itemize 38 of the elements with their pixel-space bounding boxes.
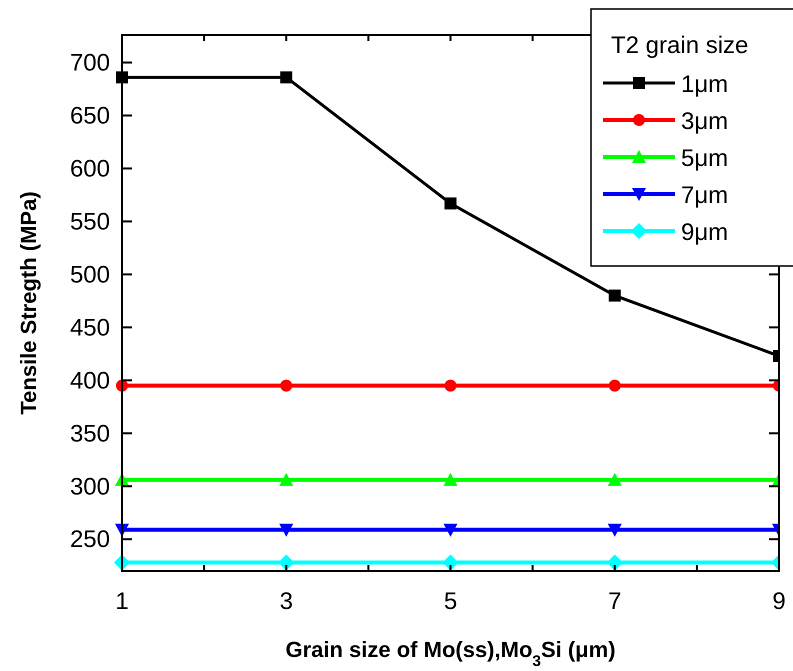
legend-label: 3μm — [681, 108, 728, 135]
y-tick-label: 600 — [70, 155, 110, 182]
y-tick-label: 550 — [70, 208, 110, 236]
x-tick-label: 7 — [608, 588, 622, 615]
point — [279, 524, 294, 537]
legend-label: 1μm — [681, 71, 728, 98]
point — [608, 380, 621, 392]
x-tick-label: 5 — [444, 588, 458, 615]
point — [608, 290, 621, 302]
y-tick-label: 500 — [70, 261, 110, 288]
point — [444, 380, 456, 392]
y-tick-label: 250 — [70, 526, 110, 554]
y-tick-label: 300 — [70, 473, 110, 500]
legend-label: 9μm — [681, 219, 728, 246]
point — [280, 380, 292, 392]
y-tick-label: 700 — [70, 50, 110, 77]
point — [442, 554, 458, 571]
y-tick-label: 650 — [70, 102, 110, 130]
point — [279, 472, 294, 486]
y-axis-title: Tensile Stregth (MPa) — [16, 191, 41, 415]
x-tick-label: 9 — [772, 588, 786, 615]
x-tick-label: 1 — [115, 588, 129, 615]
legend-label: 5μm — [681, 145, 728, 172]
point — [606, 554, 623, 571]
legend-title: T2 grain size — [611, 32, 748, 59]
legend-label: 7μm — [681, 182, 728, 209]
point — [608, 524, 622, 537]
point — [608, 472, 622, 486]
point — [444, 524, 458, 537]
y-tick-label: 350 — [70, 420, 110, 448]
point — [444, 197, 456, 210]
x-axis-title: Grain size of Mo(ss),Mo$_{3}$Si (μm) — [285, 637, 616, 670]
point — [278, 554, 294, 571]
point — [280, 71, 292, 84]
point — [444, 472, 458, 486]
x-tick-label: 3 — [280, 588, 293, 615]
y-tick-label: 450 — [70, 314, 110, 342]
y-tick-label: 400 — [70, 367, 110, 394]
